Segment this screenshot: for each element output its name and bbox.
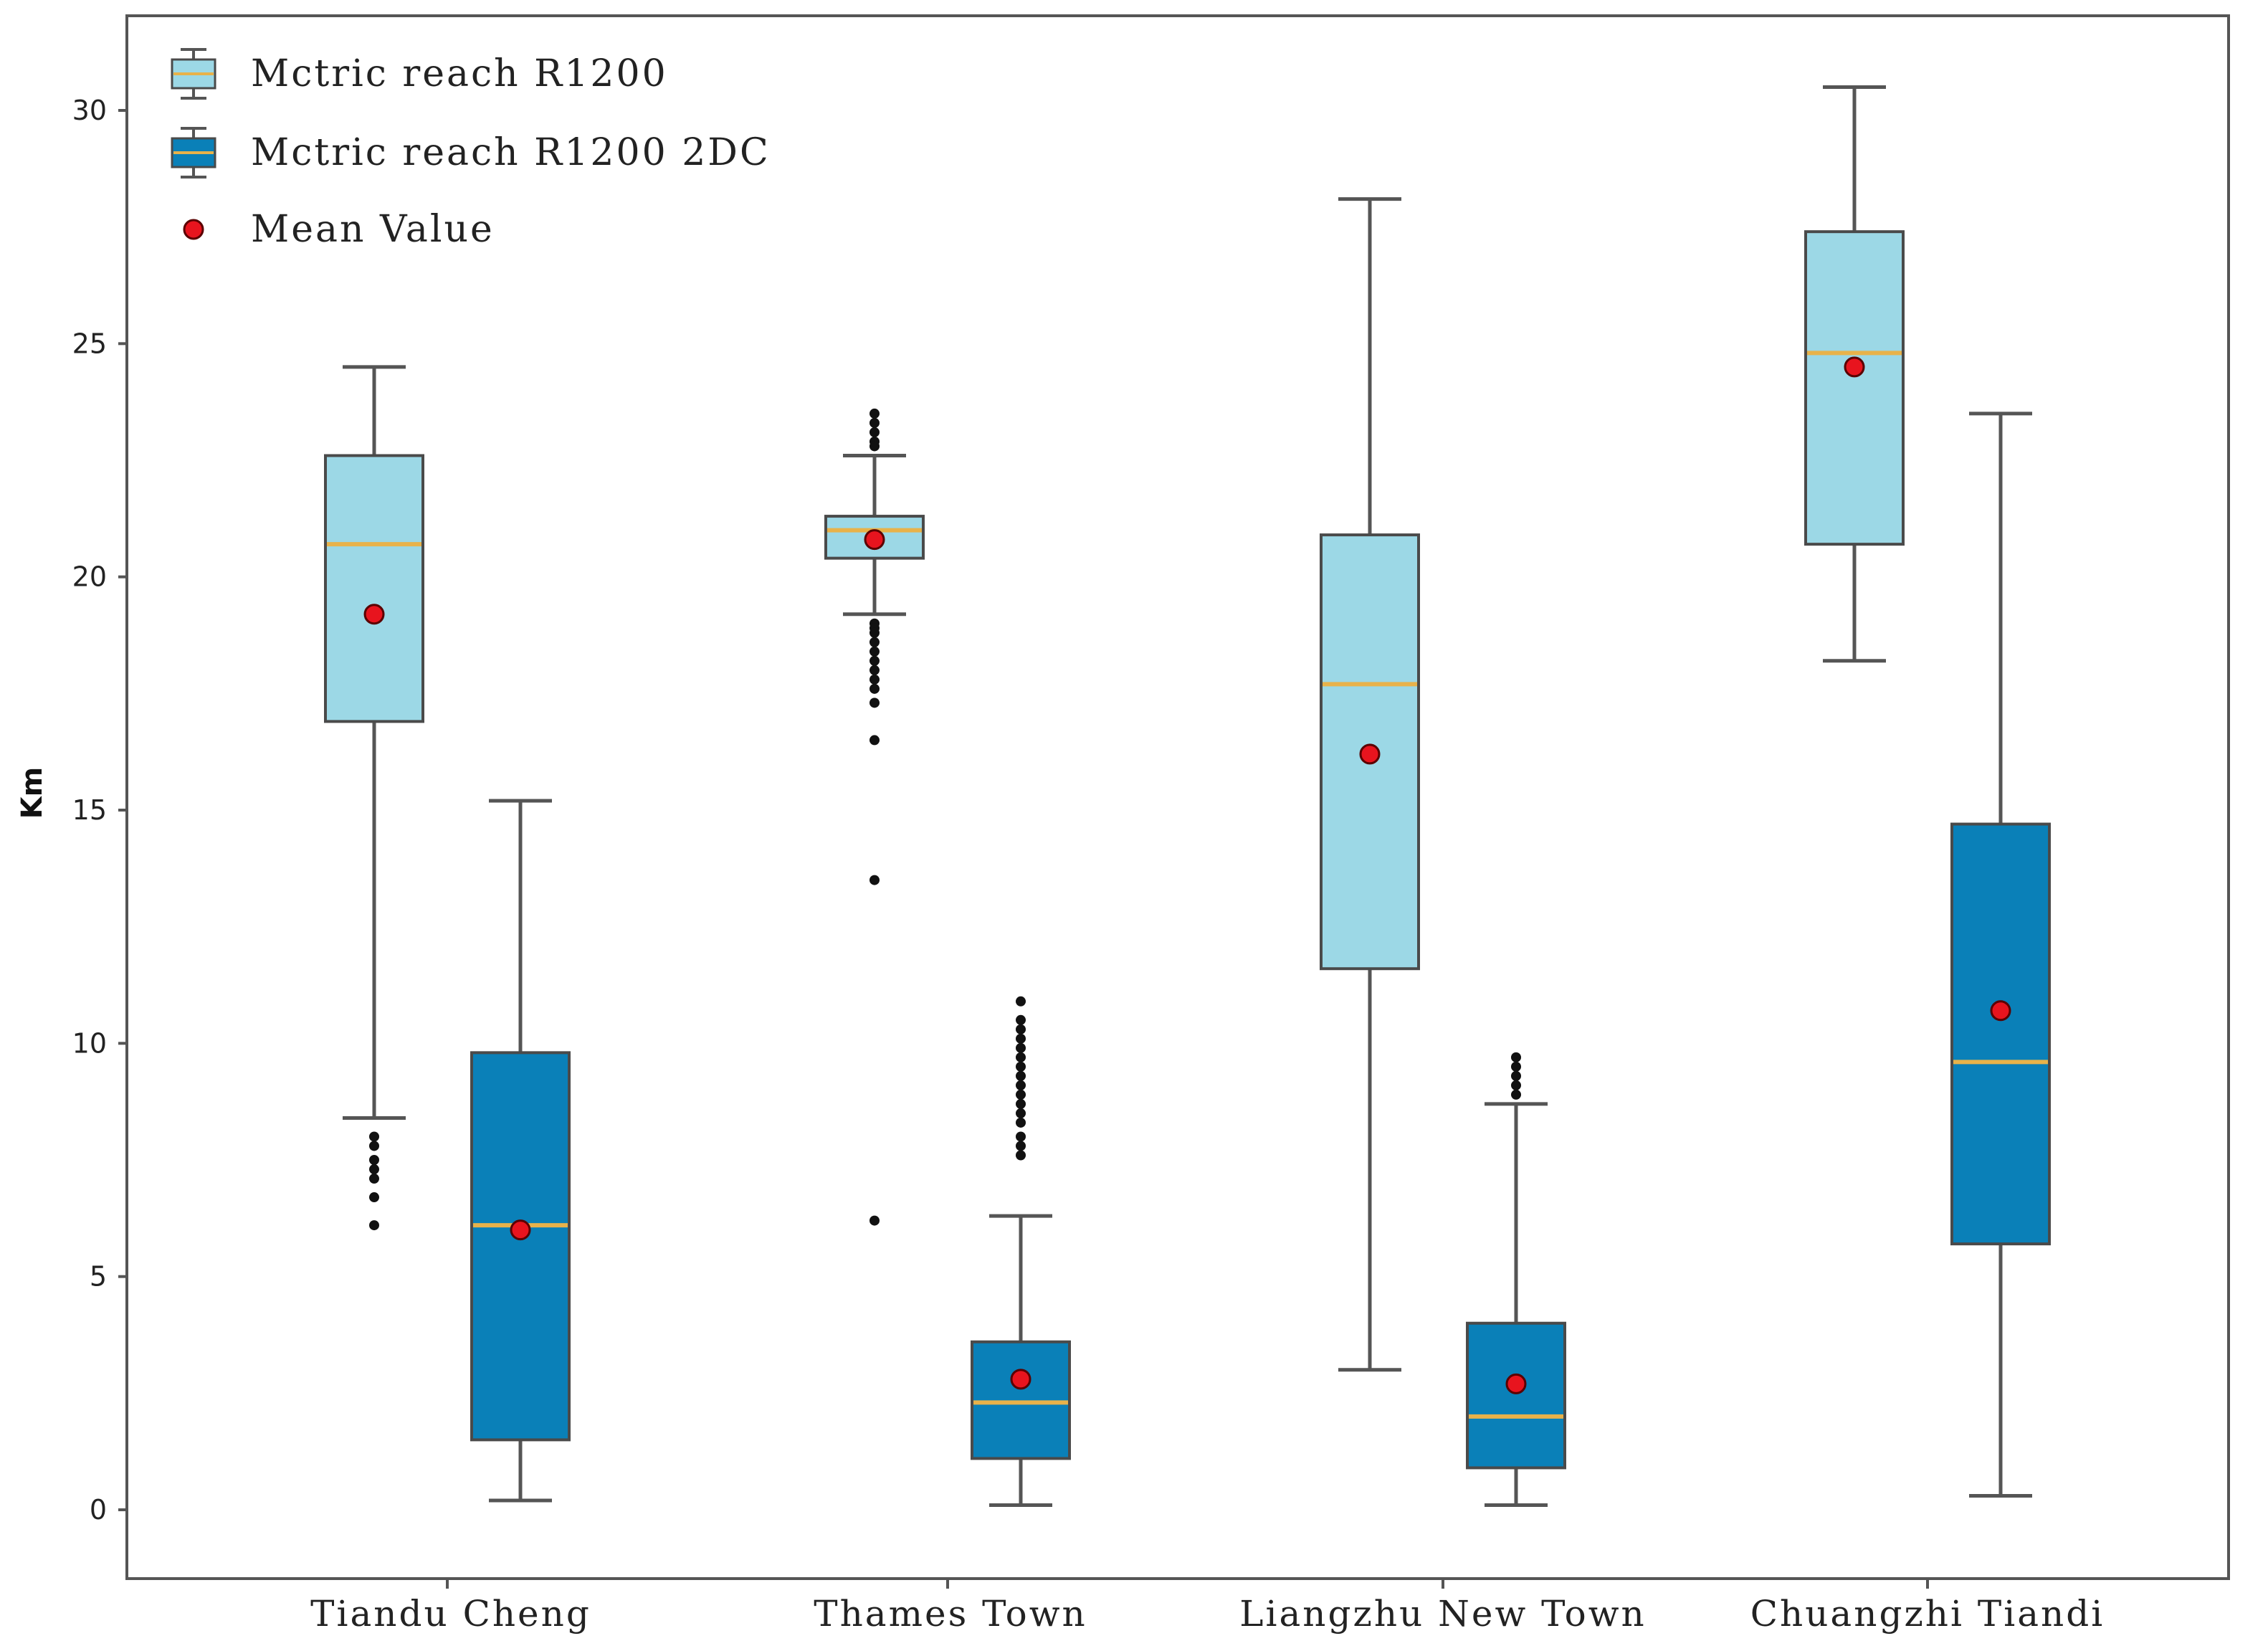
box-r1200-2dc-outlier-point (1016, 1080, 1026, 1090)
box-r1200-2dc-outlier-point (1016, 1131, 1026, 1141)
y-tick-label: 20 (72, 561, 107, 593)
box-r1200-mean-point (1845, 358, 1864, 376)
y-tick-label: 10 (72, 1027, 107, 1059)
box-r1200-outlier-point (369, 1220, 379, 1230)
legend-item-r1200-label: Mctric reach R1200 (251, 52, 668, 95)
box-r1200-outlier-point (869, 875, 880, 885)
box-r1200-outlier-point (369, 1164, 379, 1174)
x-tick-label: Liangzhu New Town (1239, 1593, 1646, 1635)
box-r1200-outlier-point (369, 1141, 379, 1151)
box-r1200-2dc-mean-point (1011, 1370, 1030, 1389)
box-r1200-2dc-outlier-point (1016, 1034, 1026, 1044)
box-r1200-mean-point (865, 531, 884, 549)
box-r1200-2dc-outlier-point (1016, 1043, 1026, 1053)
y-tick-label: 25 (72, 328, 107, 359)
box-r1200-mean-point (1361, 745, 1379, 763)
box-r1200-2dc-outlier-point (1511, 1062, 1521, 1072)
box-r1200-outlier-point (869, 628, 880, 638)
x-tick-label: Thames Town (814, 1593, 1087, 1635)
box-r1200-outlier-point (369, 1174, 379, 1184)
box-r1200-2dc-outlier-point (1016, 1062, 1026, 1072)
box-r1200-outlier-point (869, 735, 880, 745)
box-r1200-2dc-outlier-point (1016, 996, 1026, 1007)
chart-canvas: 0 5 10 15 20 25 30 Tiandu Cheng Thames Town Lian… (0, 0, 2268, 1642)
box-r1200-2dc-outlier-point (1511, 1052, 1521, 1062)
y-tick-label: 5 (90, 1261, 107, 1293)
box-r1200-2dc-mean-point (1991, 1002, 2010, 1020)
box-r1200-outlier-point (369, 1131, 379, 1141)
box-r1200-2dc-body (972, 1342, 1069, 1459)
box-r1200-outlier-point (869, 656, 880, 666)
box-r1200-2dc-mean-point (1507, 1374, 1525, 1393)
box-r1200-outlier-point (869, 698, 880, 708)
box-r1200-outlier-point (869, 684, 880, 694)
box-r1200-2dc-outlier-point (1016, 1052, 1026, 1062)
box-r1200-2dc-outlier-point (1016, 1108, 1026, 1118)
box-r1200-2dc-outlier-point (1511, 1080, 1521, 1090)
x-axis: Tiandu Cheng Thames Town Liangzhu New Town… (310, 1579, 2105, 1635)
box-r1200-outlier-point (869, 1216, 880, 1226)
box-r1200-outlier-point (869, 427, 880, 437)
box-r1200-2dc-body (472, 1052, 569, 1440)
box-r1200-2dc-outlier-point (1016, 1099, 1026, 1109)
box-r1200-2dc-outlier-point (1016, 1141, 1026, 1151)
box-r1200-2dc-outlier-point (1016, 1118, 1026, 1128)
legend-item-mean-label: Mean Value (251, 208, 495, 251)
x-tick-label: Tiandu Cheng (310, 1593, 591, 1635)
y-tick-label: 0 (90, 1494, 107, 1526)
box-r1200-2dc-body (1467, 1323, 1565, 1468)
box-r1200-2dc-outlier-point (1016, 1015, 1026, 1025)
box-r1200-mean-point (365, 605, 383, 624)
box-plot-chart: 0 5 10 15 20 25 30 Tiandu Cheng Thames Town Lian… (0, 0, 2268, 1642)
box-r1200-2dc-outlier-point (1511, 1071, 1521, 1081)
box-r1200-outlier-point (369, 1192, 379, 1202)
y-tick-label: 15 (72, 794, 107, 826)
y-axis: 0 5 10 15 20 25 30 (72, 95, 127, 1526)
box-r1200-2dc-outlier-point (1016, 1071, 1026, 1081)
box-r1200-outlier-point (869, 637, 880, 647)
x-tick-label: Chuangzhi Tiandi (1750, 1593, 2105, 1635)
box-r1200-outlier-point (869, 441, 880, 451)
box-r1200-outlier-point (869, 418, 880, 428)
box-r1200-2dc-body (1952, 824, 2049, 1245)
box-r1200-outlier-point (869, 675, 880, 685)
box-r1200-2dc-outlier-point (1511, 1090, 1521, 1100)
y-tick-label: 30 (72, 95, 107, 126)
legend-item-r1200-2dc-label: Mctric reach R1200 2DC (251, 131, 771, 174)
box-r1200-body (325, 455, 423, 721)
box-r1200-body (1806, 232, 1903, 544)
box-r1200-outlier-point (869, 647, 880, 657)
y-axis-label: Km (16, 767, 49, 819)
box-r1200-2dc-outlier-point (1016, 1090, 1026, 1100)
box-r1200-outlier-point (869, 409, 880, 419)
box-r1200-2dc-mean-point (511, 1221, 530, 1240)
box-r1200-outlier-point (369, 1155, 379, 1165)
box-r1200-outlier-point (869, 665, 880, 675)
legend-item-mean-marker (184, 220, 203, 239)
box-r1200-2dc-outlier-point (1016, 1024, 1026, 1034)
box-r1200-2dc-outlier-point (1016, 1150, 1026, 1160)
